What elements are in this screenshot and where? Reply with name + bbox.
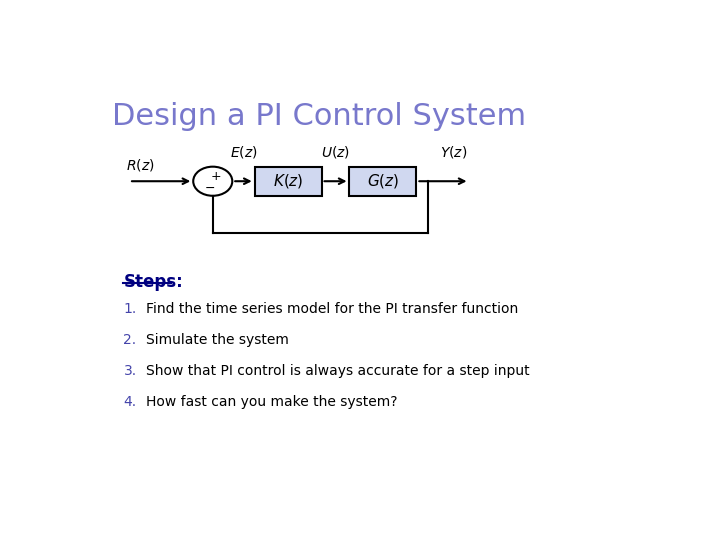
- Text: 1.: 1.: [124, 302, 137, 316]
- Text: $R(z)$: $R(z)$: [126, 157, 155, 173]
- Text: 2.: 2.: [124, 333, 137, 347]
- Text: Simulate the system: Simulate the system: [145, 333, 289, 347]
- Text: Find the time series model for the PI transfer function: Find the time series model for the PI tr…: [145, 302, 518, 316]
- Text: Show that PI control is always accurate for a step input: Show that PI control is always accurate …: [145, 364, 529, 378]
- Text: Steps:: Steps:: [124, 273, 183, 291]
- Bar: [349, 167, 416, 196]
- Text: $G(z)$: $G(z)$: [366, 172, 399, 190]
- Bar: [255, 167, 322, 196]
- Text: 4.: 4.: [124, 395, 137, 409]
- Text: 23: 23: [22, 509, 37, 522]
- Text: Design a PI Control System: Design a PI Control System: [112, 102, 526, 131]
- Text: How fast can you make the system?: How fast can you make the system?: [145, 395, 397, 409]
- Text: $E(z)$: $E(z)$: [230, 144, 257, 160]
- Text: +: +: [210, 170, 221, 183]
- Text: −: −: [204, 182, 215, 195]
- Text: $U(z)$: $U(z)$: [321, 144, 350, 160]
- Text: Feedback Control of Computing Systems: M5 – Control Analysis: Feedback Control of Computing Systems: M…: [194, 511, 526, 521]
- Text: 3.: 3.: [124, 364, 137, 378]
- Text: $K(z)$: $K(z)$: [273, 172, 303, 190]
- Text: © 2004 Hellerstein: © 2004 Hellerstein: [599, 511, 698, 521]
- Text: $Y(z)$: $Y(z)$: [441, 144, 468, 160]
